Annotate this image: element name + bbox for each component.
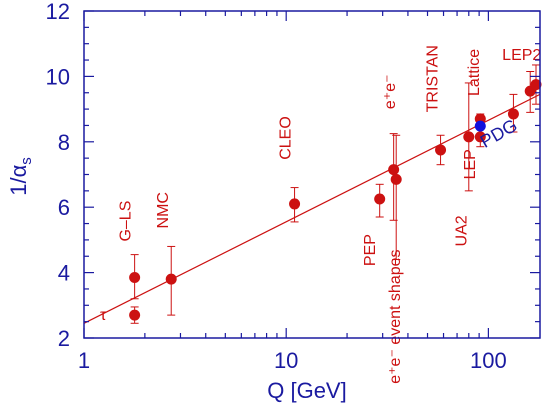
y-tick-label: 12 <box>46 0 70 24</box>
annotations: τ G–LS NMC CLEO PEP e⁺e⁻ event shapes e⁺e⁻ TRIS… <box>100 45 541 384</box>
annotation-label: Lattice <box>466 49 483 96</box>
y-tick-label: 4 <box>58 261 70 286</box>
fit-line <box>83 93 541 324</box>
plot-area <box>83 64 542 324</box>
y-axis-label-main: 1/α <box>6 164 31 195</box>
x-tick-label: 1 <box>78 348 90 373</box>
y-tick-label: 10 <box>46 64 70 89</box>
data-marker <box>289 198 301 210</box>
annotation-label: CLEO <box>277 116 294 160</box>
data-marker <box>435 144 447 156</box>
data-point <box>390 134 402 261</box>
data-point <box>374 183 386 218</box>
annotation-label: G–LS <box>118 201 135 242</box>
data-marker <box>390 173 402 185</box>
data-marker <box>374 193 386 205</box>
data-marker <box>165 273 177 285</box>
data-point <box>530 64 542 105</box>
y-tick-label: 2 <box>58 326 70 351</box>
data-point <box>129 306 141 324</box>
data-point <box>289 187 301 223</box>
y-axis-label-sub: s <box>18 157 35 165</box>
annotation-label: LEP <box>462 149 479 179</box>
data-marker <box>507 108 519 120</box>
data-marker <box>463 131 475 143</box>
y-tick-label: 6 <box>58 195 70 220</box>
data-marker <box>474 131 486 143</box>
x-axis-label: Q [GeV] <box>267 378 346 403</box>
data-point <box>435 134 447 166</box>
y-tick-label: 8 <box>58 130 70 155</box>
data-point <box>524 70 536 113</box>
pdg-marker <box>474 120 486 132</box>
x-tick-label: 100 <box>470 348 507 373</box>
data-marker <box>388 164 400 176</box>
svg-text:1/αs: 1/αs <box>6 157 35 196</box>
data-point <box>165 245 177 316</box>
data-point <box>129 254 141 300</box>
y-axis-label: 1/αs <box>6 157 35 196</box>
axes: 1 10 100 2 4 6 8 10 12 <box>46 0 541 373</box>
annotation-label: UA2 <box>454 215 471 246</box>
data-point <box>507 93 519 133</box>
data-point <box>463 82 475 192</box>
annotation-label: LEP2 <box>502 47 541 64</box>
annotation-label: TRISTAN <box>424 45 441 112</box>
data-marker <box>129 309 141 321</box>
annotation-label: PEP <box>362 234 379 266</box>
x-tick-label: 10 <box>274 348 298 373</box>
annotation-label: τ <box>100 307 107 324</box>
data-marker <box>129 272 141 284</box>
annotation-label: e⁺e⁻ <box>382 74 399 109</box>
annotation-label: e⁺e⁻ event shapes <box>387 249 404 383</box>
data-marker <box>530 79 542 91</box>
annotation-label: NMC <box>155 192 172 228</box>
